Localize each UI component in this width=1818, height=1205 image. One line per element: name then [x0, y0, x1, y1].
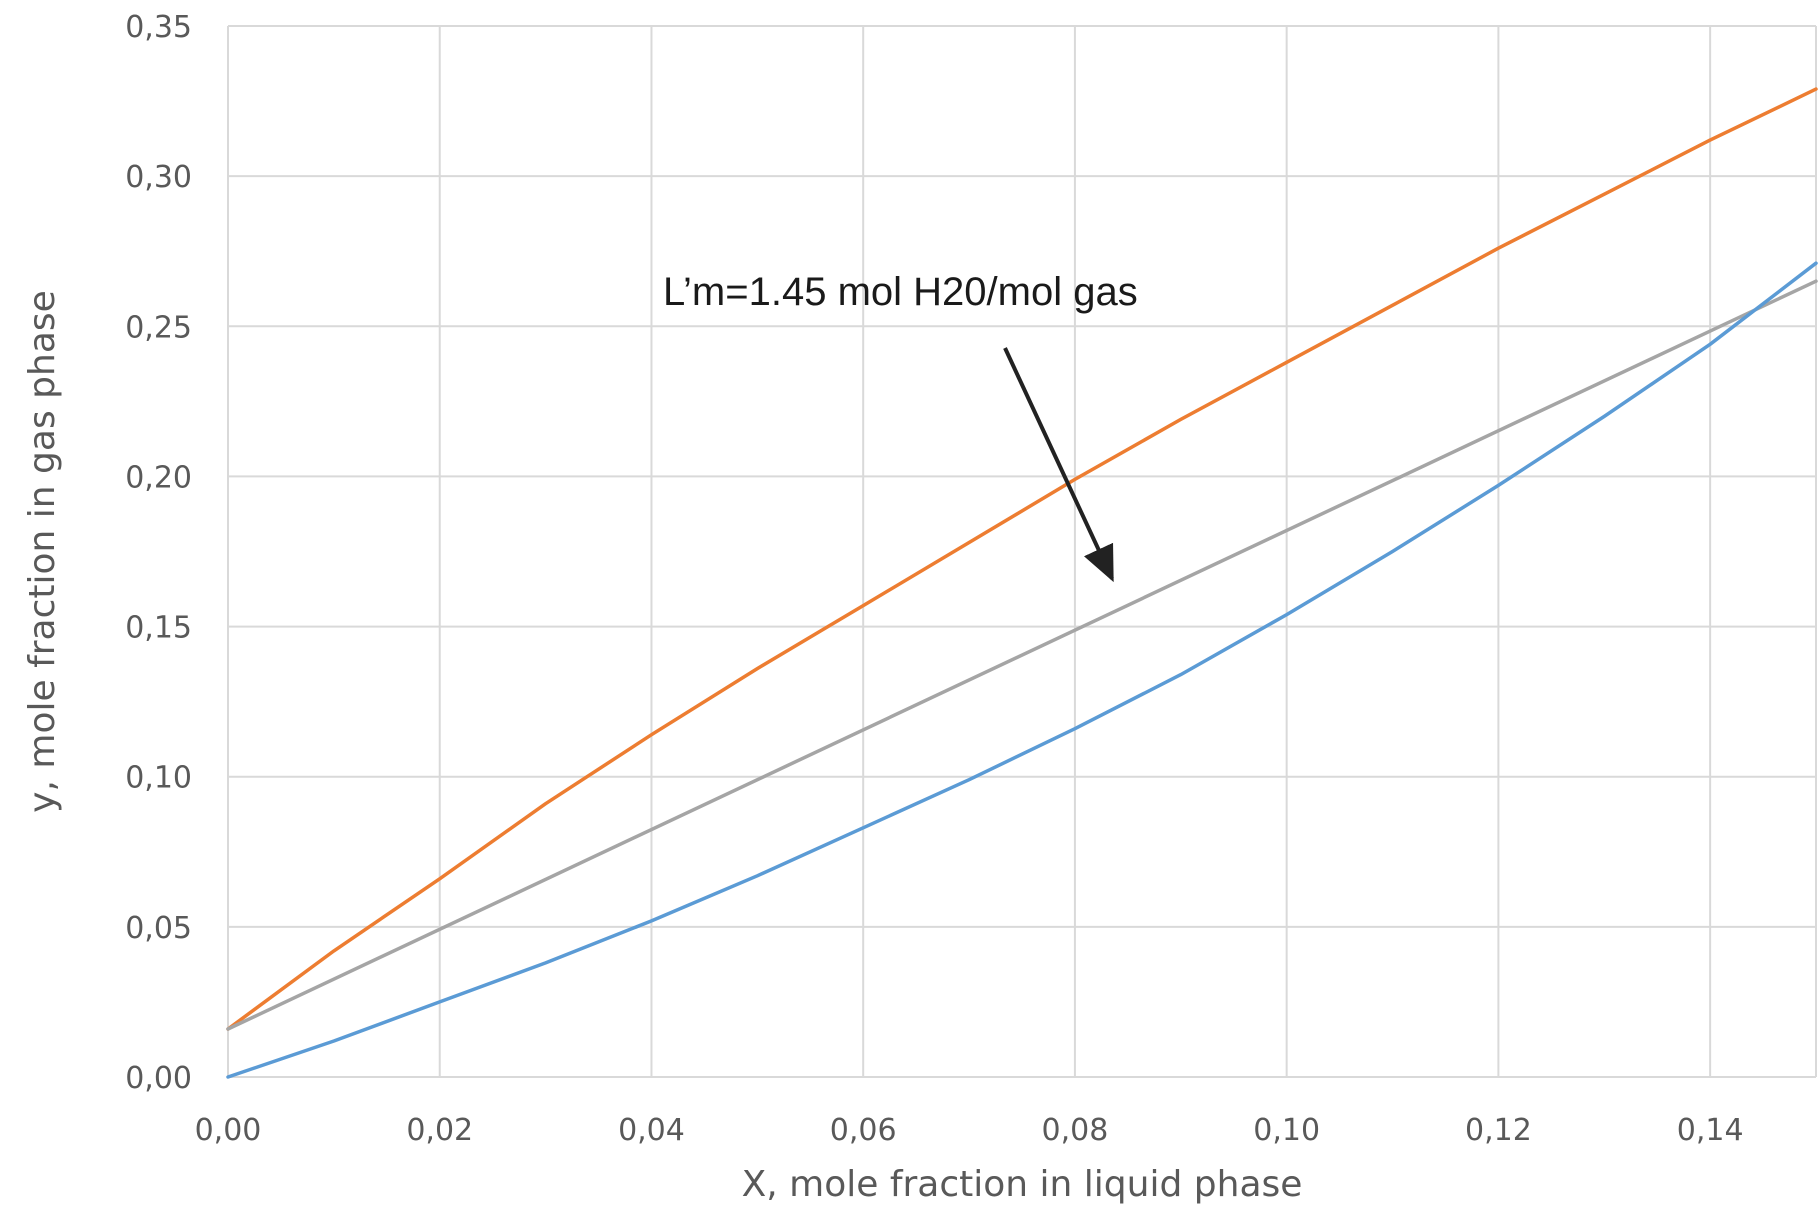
x-tick-label: 0,14	[1677, 1113, 1744, 1148]
y-tick-labels: 0,00 0,05 0,10 0,15 0,20 0,25 0,30 0,35	[125, 10, 192, 1096]
x-tick-label: 0,04	[618, 1113, 685, 1148]
x-axis-title: X, mole fraction in liquid phase	[742, 1164, 1303, 1205]
y-tick-label: 0,25	[125, 310, 192, 345]
y-tick-label: 0,30	[125, 160, 192, 195]
series-line-2	[226, 279, 1818, 1031]
y-tick-label: 0,00	[125, 1061, 192, 1096]
y-tick-label: 0,35	[125, 10, 192, 45]
y-tick-label: 0,10	[125, 761, 192, 796]
x-tick-label: 0,00	[195, 1113, 262, 1148]
series-line-1	[226, 87, 1818, 1031]
x-tick-label: 0,08	[1042, 1113, 1109, 1148]
x-tick-labels: 0,00 0,02 0,04 0,06 0,08 0,10 0,12 0,14	[195, 1113, 1744, 1148]
y-tick-label: 0,05	[125, 911, 192, 946]
gridlines	[227, 25, 1817, 1078]
annotation-arrow	[1003, 347, 1114, 583]
x-tick-label: 0,02	[406, 1113, 473, 1148]
annotation-label: L’m=1.45 mol H20/mol gas	[663, 270, 1138, 314]
y-axis-title: y, mole fraction in gas phase	[22, 290, 63, 813]
y-tick-label: 0,20	[125, 460, 192, 495]
y-tick-label: 0,15	[125, 611, 192, 646]
series-line-3	[226, 261, 1818, 1079]
series-lines	[226, 87, 1818, 1079]
x-tick-label: 0,10	[1253, 1113, 1320, 1148]
x-tick-label: 0,06	[830, 1113, 897, 1148]
x-tick-label: 0,12	[1465, 1113, 1532, 1148]
